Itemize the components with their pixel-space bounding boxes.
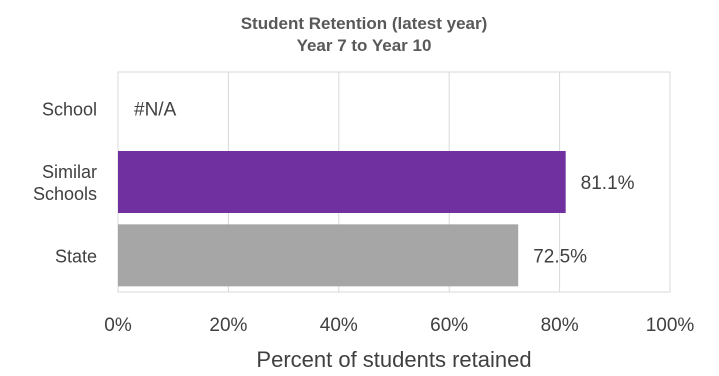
category-label: Similar [42,162,97,182]
bar [118,151,566,213]
data-label: #N/A [134,100,177,121]
x-axis-title: Percent of students retained [256,347,531,372]
bar [118,224,519,287]
x-tick-label: 40% [320,315,358,336]
x-tick-label: 20% [209,315,247,336]
x-tick-label: 100% [646,315,695,336]
x-tick-label: 80% [541,315,579,336]
plot-area: 0% 20% 40% 60% 80% 100% School #N/A SimilarSchoo… [33,71,695,336]
category-label: School [42,100,97,120]
category-label: Schools [33,184,97,204]
x-tick-label: 60% [430,315,468,336]
chart-title: Student Retention (latest year) [241,14,488,33]
data-label: 81.1% [581,173,635,194]
chart-subtitle: Year 7 to Year 10 [297,36,432,55]
data-label: 72.5% [533,246,587,267]
x-tick-label: 0% [104,315,132,336]
category-label: State [55,246,97,266]
